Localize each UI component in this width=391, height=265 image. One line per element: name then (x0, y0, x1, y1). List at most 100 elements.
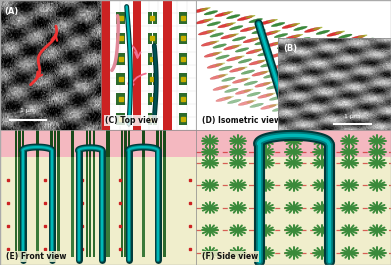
Ellipse shape (263, 82, 273, 85)
Ellipse shape (378, 104, 391, 109)
Bar (152, 53, 157, 65)
Ellipse shape (196, 19, 211, 24)
Text: 1 μm: 1 μm (344, 114, 361, 119)
Bar (156, 157, 159, 257)
Bar (179, 53, 183, 65)
Ellipse shape (335, 65, 351, 70)
Ellipse shape (192, 8, 208, 13)
Ellipse shape (226, 22, 236, 25)
Ellipse shape (224, 45, 239, 50)
Bar (183, 12, 187, 24)
Bar (121, 12, 126, 24)
Bar (163, 130, 166, 157)
Ellipse shape (296, 45, 306, 48)
Ellipse shape (222, 77, 235, 81)
Ellipse shape (299, 56, 309, 59)
Ellipse shape (271, 30, 281, 33)
Ellipse shape (280, 56, 294, 60)
Ellipse shape (260, 20, 275, 25)
Ellipse shape (235, 55, 245, 59)
Ellipse shape (224, 88, 238, 92)
Ellipse shape (305, 112, 321, 117)
Ellipse shape (300, 90, 315, 95)
Bar (22, 157, 24, 257)
Ellipse shape (317, 115, 331, 119)
Ellipse shape (344, 64, 354, 67)
Ellipse shape (369, 113, 385, 118)
Ellipse shape (218, 23, 233, 28)
Bar (36, 157, 39, 257)
Ellipse shape (240, 78, 251, 81)
Ellipse shape (319, 83, 334, 88)
Bar (142, 130, 145, 157)
Ellipse shape (282, 24, 298, 29)
Ellipse shape (232, 37, 246, 41)
Text: (A): (A) (4, 7, 18, 16)
Bar (86, 130, 88, 157)
Ellipse shape (290, 23, 300, 26)
Ellipse shape (353, 90, 367, 94)
Ellipse shape (341, 45, 355, 50)
Bar (93, 130, 95, 157)
Ellipse shape (266, 93, 276, 96)
Bar (160, 157, 162, 257)
Bar (183, 93, 187, 105)
Ellipse shape (243, 38, 258, 43)
Ellipse shape (215, 63, 225, 66)
Ellipse shape (276, 52, 287, 55)
Ellipse shape (260, 70, 270, 74)
Ellipse shape (247, 92, 260, 96)
Ellipse shape (283, 108, 298, 113)
Bar (54, 130, 56, 157)
Ellipse shape (229, 33, 239, 37)
Ellipse shape (339, 119, 353, 123)
Ellipse shape (337, 108, 350, 112)
Bar (128, 157, 130, 257)
Bar (152, 33, 157, 44)
Bar (57, 130, 60, 157)
Ellipse shape (331, 86, 344, 90)
Ellipse shape (312, 27, 323, 30)
Ellipse shape (219, 66, 232, 70)
Ellipse shape (254, 48, 264, 52)
Ellipse shape (215, 12, 230, 17)
Ellipse shape (264, 74, 277, 78)
Ellipse shape (349, 35, 365, 40)
Ellipse shape (204, 52, 220, 57)
Ellipse shape (218, 74, 228, 77)
Ellipse shape (285, 86, 295, 89)
Bar (36, 130, 39, 157)
Ellipse shape (321, 60, 331, 63)
Ellipse shape (207, 63, 222, 68)
Ellipse shape (292, 100, 305, 104)
Ellipse shape (285, 35, 300, 40)
Ellipse shape (322, 94, 337, 99)
Bar (121, 157, 123, 257)
Ellipse shape (232, 45, 242, 48)
Text: (E) Front view: (E) Front view (6, 252, 66, 261)
Ellipse shape (248, 26, 258, 29)
Bar (121, 73, 126, 85)
Ellipse shape (230, 26, 243, 30)
Ellipse shape (269, 104, 279, 107)
Ellipse shape (282, 74, 292, 78)
Ellipse shape (330, 93, 340, 96)
Ellipse shape (328, 74, 341, 79)
Ellipse shape (244, 81, 258, 85)
Bar (71, 157, 74, 257)
Text: (F) Side view: (F) Side view (202, 252, 258, 261)
Bar (152, 93, 157, 105)
Bar (54, 157, 56, 257)
Ellipse shape (347, 67, 361, 72)
Ellipse shape (206, 29, 217, 33)
Ellipse shape (369, 79, 379, 82)
Bar (124, 157, 127, 257)
Ellipse shape (297, 79, 312, 84)
Bar (121, 33, 126, 44)
Ellipse shape (251, 37, 261, 41)
Ellipse shape (210, 74, 226, 80)
Ellipse shape (201, 41, 217, 46)
Ellipse shape (305, 70, 319, 75)
Ellipse shape (230, 67, 245, 72)
Ellipse shape (357, 35, 368, 38)
